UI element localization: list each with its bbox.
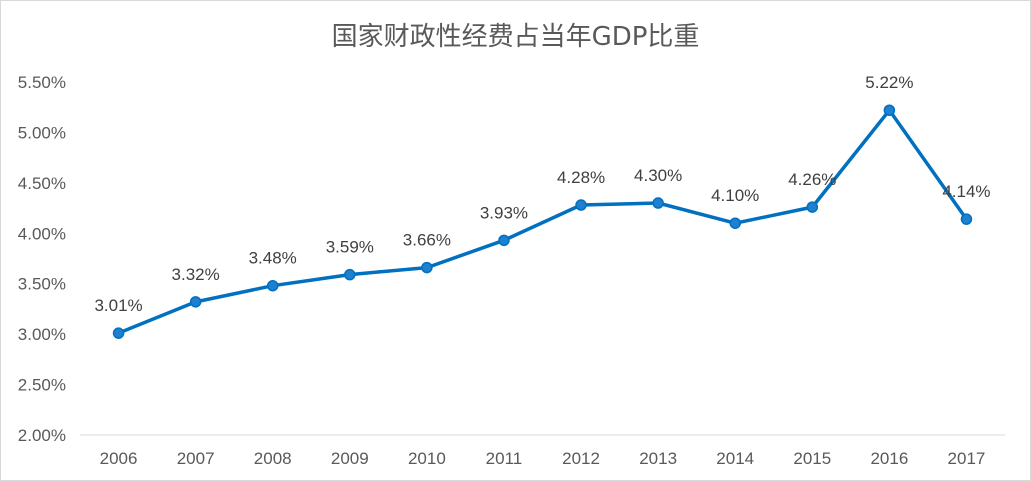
data-label: 4.10% (711, 186, 759, 205)
data-label: 3.93% (480, 203, 528, 222)
data-label: 3.59% (326, 238, 374, 257)
data-point (498, 234, 510, 247)
y-tick-label: 4.00% (18, 224, 66, 243)
x-tick-label: 2010 (408, 449, 446, 468)
data-label: 3.01% (94, 296, 142, 315)
data-point (729, 217, 741, 229)
x-tick-label: 2014 (716, 449, 754, 468)
data-point (344, 268, 356, 281)
data-point (960, 213, 973, 225)
x-tick-label: 2012 (562, 449, 600, 468)
x-tick-label: 2016 (870, 449, 908, 468)
x-tick-label: 2017 (948, 449, 986, 468)
data-point (652, 197, 664, 209)
x-tick-label: 2008 (254, 449, 292, 468)
x-tick-label: 2007 (177, 449, 215, 468)
series-line (116, 108, 969, 335)
x-tick-label: 2009 (331, 449, 369, 468)
data-label: 3.48% (249, 249, 297, 268)
data-point (189, 296, 202, 308)
data-label: 3.66% (403, 231, 451, 250)
data-label: 5.22% (865, 73, 913, 92)
data-point (806, 201, 819, 213)
chart-title: 国家财政性经费占当年GDP比重 (331, 22, 700, 52)
y-tick-label: 3.00% (18, 325, 66, 344)
y-tick-label: 2.50% (18, 376, 66, 395)
data-point (266, 279, 279, 292)
y-tick-label: 4.50% (18, 174, 66, 193)
y-tick-label: 2.00% (18, 426, 66, 445)
x-axis: 2006 2007 2008 2009 2010 2011 2012 2013 2014 2015… (80, 434, 1005, 468)
y-tick-label: 5.00% (18, 123, 66, 142)
y-axis: 2.00% 2.50% 3.00% 3.50% 4.00% 4.50% 5.00% 5.50% (18, 73, 66, 445)
x-tick-label: 2006 (100, 449, 138, 468)
data-labels: 3.01% 3.32% 3.48% 3.59% 3.66% 3.93% 4.28% 4.30%… (94, 73, 990, 315)
data-label: 4.28% (557, 168, 605, 187)
data-label: 4.30% (634, 166, 682, 185)
data-label: 3.32% (172, 265, 220, 284)
data-label: 4.14% (942, 182, 990, 201)
x-tick-label: 2013 (639, 449, 677, 468)
x-tick-label: 2011 (486, 449, 523, 468)
data-point (883, 104, 896, 116)
data-label: 4.26% (788, 170, 836, 189)
series-line-path (116, 108, 969, 335)
data-point (575, 199, 587, 211)
data-point (112, 327, 125, 339)
y-tick-label: 5.50% (18, 73, 66, 92)
y-tick-label: 3.50% (18, 275, 66, 294)
data-points (112, 104, 973, 339)
x-tick-label: 2015 (793, 449, 831, 468)
data-point (421, 261, 433, 274)
